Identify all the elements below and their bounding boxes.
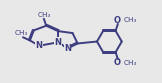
Text: N: N: [64, 44, 71, 53]
Text: CH₃: CH₃: [124, 17, 138, 23]
Text: N: N: [55, 38, 62, 47]
Text: O: O: [114, 59, 121, 67]
Text: N: N: [35, 41, 42, 50]
Text: CH₃: CH₃: [15, 30, 28, 36]
Text: O: O: [114, 16, 121, 25]
Text: CH₃: CH₃: [124, 60, 138, 66]
Text: CH₃: CH₃: [37, 12, 51, 18]
